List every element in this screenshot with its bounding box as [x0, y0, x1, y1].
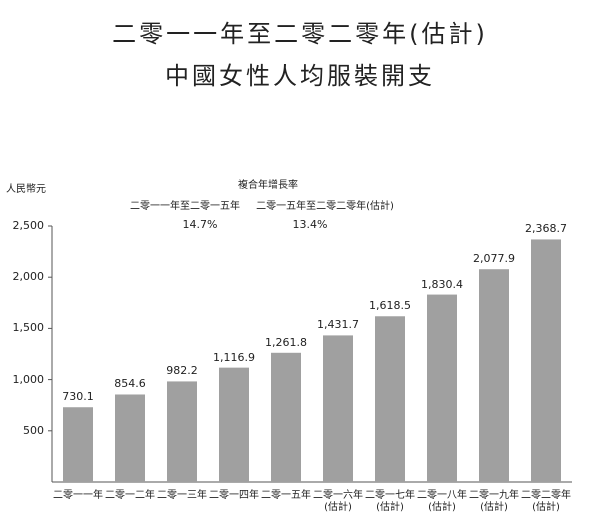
bar: [63, 407, 93, 482]
bar: [167, 381, 197, 482]
x-tick-label: 二零一四年: [209, 490, 259, 501]
value-label: 982.2: [166, 364, 198, 378]
value-label: 854.6: [114, 377, 146, 391]
x-tick-label: 二零一八年 (估計): [417, 490, 467, 513]
x-tick-label: 二零一一年: [53, 490, 103, 501]
y-tick-label: 1,000: [12, 372, 45, 386]
bar: [427, 294, 457, 482]
bar: [531, 239, 561, 482]
annotation-period: 二零一一年至二零一五年: [130, 201, 240, 212]
bar: [375, 316, 405, 482]
bar: [115, 394, 145, 482]
y-tick-label: 1,500: [12, 321, 45, 335]
y-tick-label: 500: [23, 423, 44, 437]
annotation-value: 14.7%: [182, 218, 218, 231]
value-label: 1,431.7: [317, 318, 359, 332]
value-label: 1,618.5: [369, 299, 411, 313]
x-tick-label: 二零一二年: [105, 490, 155, 501]
annotation-period: 二零一五年至二零二零年(估計): [256, 201, 394, 212]
x-tick-label: 二零一三年: [157, 490, 207, 501]
x-tick-label: 二零二零年 (估計): [521, 490, 571, 513]
value-label: 2,368.7: [525, 222, 567, 236]
x-tick-label: 二零一九年 (估計): [469, 490, 519, 513]
bar: [479, 269, 509, 482]
y-tick-label: 2,000: [12, 270, 45, 284]
value-label: 2,077.9: [473, 252, 515, 266]
bar: [271, 352, 301, 482]
x-tick-label: 二零一六年 (估計): [313, 490, 363, 513]
x-tick-label: 二零一七年 (估計): [365, 490, 415, 513]
x-tick-label: 二零一五年: [261, 490, 311, 501]
chart-subtitle: 中國女性人均服裝開支: [165, 62, 435, 90]
chart-title: 二零一一年至二零二零年(估計): [112, 20, 488, 48]
y-axis-label: 人民幣元: [6, 184, 46, 195]
y-tick-label: 2,500: [12, 219, 45, 232]
bar: [219, 367, 249, 482]
value-label: 1,116.9: [213, 350, 255, 364]
value-label: 1,830.4: [421, 277, 463, 291]
value-label: 730.1: [62, 390, 94, 404]
bar: [323, 335, 353, 482]
annotation-title: 複合年增長率: [238, 180, 298, 191]
value-label: 1,261.8: [265, 335, 307, 349]
annotation-value: 13.4%: [292, 218, 328, 231]
